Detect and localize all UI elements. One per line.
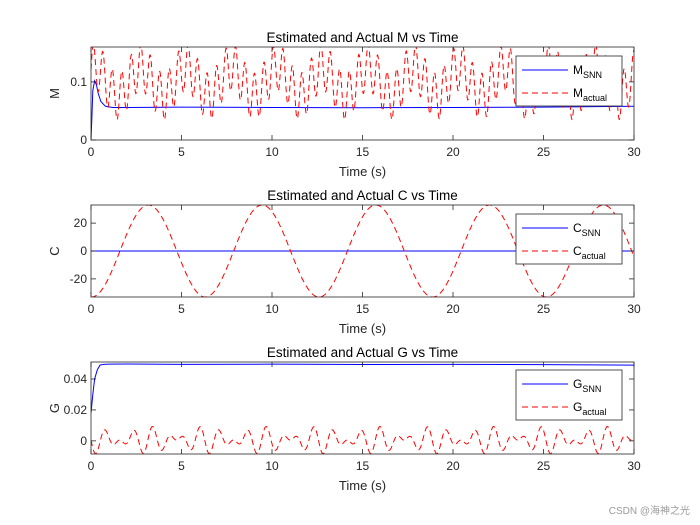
- legend-label-C_SNN: CSNN: [573, 221, 601, 238]
- series-line-M_SNN: [91, 79, 634, 140]
- x-tick-label: 30: [627, 145, 641, 159]
- x-axis-label-m: Time (s): [339, 164, 386, 179]
- y-axis-label-g: G: [47, 403, 62, 413]
- legend-c: CSNN Cactual: [515, 213, 623, 265]
- x-tick-label: 10: [265, 459, 279, 473]
- legend-box: [515, 369, 623, 421]
- subplots: 0 5 10 15 20 25 30 0 0.1 Estimated and Actual M v…: [47, 30, 641, 493]
- legend-label-G_actual: Gactual: [573, 400, 606, 417]
- y-tick-label: 0: [80, 133, 87, 147]
- subplot-m: 0 5 10 15 20 25 30 0 0.1 Estimated and Actual M v…: [47, 30, 641, 179]
- x-tick-label: 25: [537, 145, 551, 159]
- legend-label-M_actual: Mactual: [573, 86, 607, 103]
- x-tick-label: 25: [537, 459, 551, 473]
- x-axis-label-c: Time (s): [339, 321, 386, 336]
- legend-box: [515, 55, 623, 107]
- subplot-c: 0 5 10 15 20 25 30 -20 0 20 Estimated and Actual C…: [47, 188, 641, 336]
- x-tick-label: 25: [537, 302, 551, 316]
- x-tick-label: 10: [265, 145, 279, 159]
- x-tick-label: 0: [88, 145, 95, 159]
- x-tick-label: 5: [178, 145, 185, 159]
- legend-box: [515, 213, 623, 265]
- x-tick-label: 5: [178, 459, 185, 473]
- legend-label-G_SNN: GSNN: [573, 377, 601, 394]
- x-axis-label-g: Time (s): [339, 478, 386, 493]
- x-tick-label: 0: [88, 459, 95, 473]
- legend-label-C_actual: Cactual: [573, 244, 606, 261]
- x-tick-label: 20: [446, 459, 460, 473]
- legend-m: MSNN Mactual: [515, 55, 623, 107]
- x-tick-label: 15: [356, 459, 370, 473]
- x-tick-label: 30: [627, 459, 641, 473]
- series-line-G_SNN: [91, 363, 634, 414]
- y-tick-label: -20: [70, 272, 88, 286]
- y-tick-label: 0.02: [64, 403, 88, 417]
- y-tick-label: 0: [80, 434, 87, 448]
- y-tick-label: 0.1: [70, 75, 87, 89]
- chart-title-c: Estimated and Actual C vs Time: [267, 188, 458, 203]
- x-tick-label: 30: [627, 302, 641, 316]
- y-tick-label: 0: [80, 244, 87, 258]
- subplot-g: 0 5 10 15 20 25 30 0 0.02 0.04 Estimated and Actua…: [47, 345, 641, 493]
- series-line-M_actual: [91, 47, 634, 121]
- y-axis-label-c: C: [47, 246, 62, 255]
- x-tick-label: 15: [356, 145, 370, 159]
- x-tick-label: 15: [356, 302, 370, 316]
- y-tick-label: 20: [74, 216, 88, 230]
- x-tick-label: 20: [446, 302, 460, 316]
- watermark: CSDN @海神之光: [609, 504, 690, 517]
- x-tick-label: 20: [446, 145, 460, 159]
- x-tick-label: 5: [178, 302, 185, 316]
- y-axis-label-m: M: [47, 88, 62, 99]
- legend-g: GSNN Gactual: [515, 369, 623, 421]
- chart-title-g: Estimated and Actual G vs Time: [267, 345, 458, 360]
- x-tick-label: 0: [88, 302, 95, 316]
- x-tick-label: 10: [265, 302, 279, 316]
- series-line-G_actual: [91, 426, 634, 454]
- y-tick-label: 0.04: [64, 372, 88, 386]
- legend-label-M_SNN: MSNN: [573, 63, 602, 80]
- chart-title-m: Estimated and Actual M vs Time: [266, 30, 458, 45]
